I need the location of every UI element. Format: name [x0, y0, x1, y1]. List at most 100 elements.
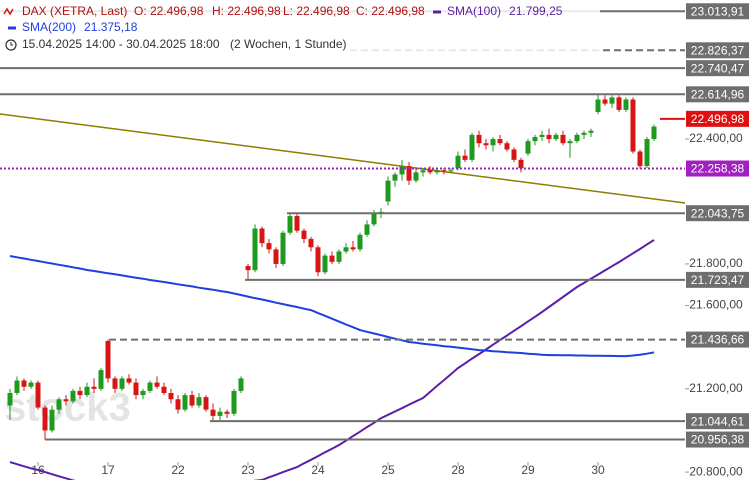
icon: [3, 7, 14, 16]
x-tick-label: 24: [311, 463, 325, 477]
candle-body: [252, 228, 258, 271]
candle-body: [105, 340, 111, 379]
y-tick-label: 21.200,00: [689, 381, 743, 395]
candle-body: [231, 390, 237, 414]
candle-body: [546, 134, 552, 140]
x-tick-label: 23: [241, 463, 255, 477]
candle-body: [189, 395, 195, 406]
clock-icon: [5, 39, 17, 51]
candle-body: [420, 170, 426, 173]
candle-body: [385, 180, 391, 202]
candle-body: [371, 213, 377, 225]
candle-body: [259, 228, 265, 244]
level-label-bg: [686, 413, 749, 430]
candle-body: [98, 370, 104, 389]
candle-body: [196, 397, 202, 406]
legend-name: SMA(200): [22, 20, 76, 34]
candle-body: [238, 378, 244, 391]
candle-body: [287, 216, 293, 233]
candle-body: [329, 255, 335, 262]
candle-body: [518, 159, 524, 169]
candle-body: [609, 97, 615, 104]
level-label-bg: [686, 331, 749, 348]
y-tick-label: 22.400,00: [689, 131, 743, 145]
candle-body: [245, 266, 251, 271]
candle-body: [7, 392, 13, 406]
level-label: 22.496,98: [691, 112, 745, 126]
ohlc-label: O: 22.496,98: [134, 4, 204, 18]
candle-body: [217, 411, 223, 416]
candle-body: [588, 130, 594, 133]
candle-body: [553, 134, 559, 140]
candle-body: [28, 382, 34, 387]
candle-body: [301, 230, 307, 239]
ohlc-label: H: 22.496,98: [212, 4, 281, 18]
candle-body: [406, 166, 412, 181]
level-label: 22.826,37: [691, 43, 745, 57]
candle-body: [476, 134, 482, 144]
candle-body: [434, 170, 440, 173]
candle-body: [511, 149, 517, 160]
candle-body: [623, 99, 629, 110]
candle-body: [413, 172, 419, 181]
candle-body: [343, 247, 349, 252]
candle-body: [112, 378, 118, 389]
candle-body: [595, 99, 601, 112]
candle-body: [266, 243, 272, 250]
candle-body: [315, 247, 321, 273]
candle-body: [308, 238, 314, 248]
candle-body: [280, 232, 286, 264]
candle-body: [525, 141, 531, 154]
level-label: 23.013,91: [691, 4, 745, 18]
candle-body: [574, 134, 580, 142]
ohlc-label: L: 22.496,98: [283, 4, 350, 18]
x-tick-label: 30: [591, 463, 605, 477]
candle-body: [182, 395, 188, 410]
candle-body: [532, 136, 538, 142]
candle-body: [560, 134, 566, 144]
candle-body: [77, 390, 83, 396]
level-label-bg: [686, 431, 749, 448]
candle-body: [630, 99, 636, 152]
ohlc-label: C: 22.496,98: [356, 4, 425, 18]
level-label: 22.258,38: [691, 162, 745, 176]
level-label: 21.723,47: [691, 273, 745, 287]
level-label-bg: [686, 42, 749, 59]
candle-body: [175, 399, 181, 410]
candle-body: [581, 132, 587, 135]
level-label: 22.043,75: [691, 206, 745, 220]
level-label-bg: [686, 3, 749, 20]
candle-body: [21, 380, 27, 387]
header-bg: [0, 0, 600, 54]
level-label-bg: [686, 205, 749, 222]
period: 15.04.2025 14:00 - 30.04.2025 18:00: [22, 37, 220, 51]
candle-body: [651, 126, 657, 140]
candle-body: [357, 234, 363, 250]
candle-body: [336, 251, 342, 262]
candle-body: [140, 390, 146, 396]
candle-body: [462, 155, 468, 160]
candle-body: [448, 170, 454, 172]
level-label: 22.740,47: [691, 61, 745, 75]
candle-body: [91, 386, 97, 389]
candle-body: [469, 134, 475, 160]
y-tick-label: 21.800,00: [689, 256, 743, 270]
level-label-bg: [686, 271, 749, 288]
x-tick-label: 22: [171, 463, 185, 477]
level-label-bg: [686, 160, 749, 177]
candle-body: [392, 174, 398, 181]
interval: (2 Wochen, 1 Stunde): [230, 37, 347, 51]
watermark: stock3: [4, 386, 131, 430]
x-tick-label: 29: [521, 463, 535, 477]
candle-body: [567, 141, 573, 144]
clock-hand: [10, 42, 13, 46]
candle-body: [539, 134, 545, 137]
candle-body: [455, 155, 461, 169]
candle-body: [126, 378, 132, 383]
candle-body: [154, 382, 160, 387]
candle-body: [322, 255, 328, 273]
candle-body: [42, 407, 48, 431]
candle-body: [84, 386, 90, 396]
candle-body: [602, 99, 608, 104]
legend-name: SMA(100): [447, 4, 501, 18]
